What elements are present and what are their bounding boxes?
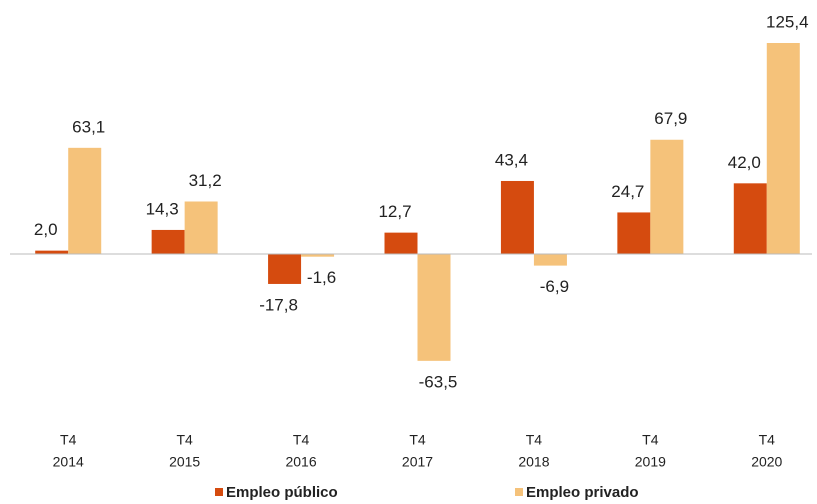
bar (650, 139, 684, 254)
data-label: -1,6 (307, 268, 336, 287)
x-tick-label: T4 (409, 432, 426, 448)
x-tick-label: 2020 (751, 454, 782, 470)
data-label: 63,1 (72, 117, 105, 136)
x-tick-label: 2015 (169, 454, 200, 470)
x-tick-label: T4 (526, 432, 543, 448)
x-tick-label: T4 (642, 432, 659, 448)
bar (533, 254, 567, 266)
data-label: 31,2 (189, 171, 222, 190)
bar (733, 183, 767, 254)
data-label: 12,7 (378, 202, 411, 221)
x-tick-label: 2014 (53, 454, 84, 470)
bar (151, 229, 185, 254)
data-label: 43,4 (495, 150, 528, 169)
legend-label: Empleo privado (526, 484, 639, 501)
data-label: -6,9 (540, 277, 569, 296)
bar (301, 254, 335, 257)
bar (500, 180, 534, 254)
legend-swatch (215, 488, 223, 496)
x-tick-label: T4 (759, 432, 776, 448)
legend-swatch (515, 488, 523, 496)
bar (35, 250, 69, 254)
data-label: 2,0 (34, 220, 58, 239)
data-label: 67,9 (654, 109, 687, 128)
x-tick-label: T4 (176, 432, 193, 448)
x-tick-label: 2018 (518, 454, 549, 470)
data-label: 42,0 (728, 153, 761, 172)
data-label: 14,3 (146, 199, 179, 218)
data-label: 24,7 (611, 182, 644, 201)
x-tick-label: 2016 (285, 454, 316, 470)
data-label: -63,5 (419, 372, 458, 391)
x-tick-label: 2017 (402, 454, 433, 470)
data-label: 125,4 (766, 12, 809, 31)
bar (384, 232, 418, 254)
bar (766, 43, 800, 254)
legend-label: Empleo público (226, 484, 338, 501)
bar (617, 212, 651, 254)
bar (68, 147, 102, 254)
x-tick-label: 2019 (635, 454, 666, 470)
bar (417, 254, 451, 361)
x-tick-label: T4 (60, 432, 77, 448)
data-label: -17,8 (259, 295, 298, 314)
x-tick-label: T4 (293, 432, 310, 448)
bar (184, 201, 218, 254)
bar (268, 254, 302, 284)
